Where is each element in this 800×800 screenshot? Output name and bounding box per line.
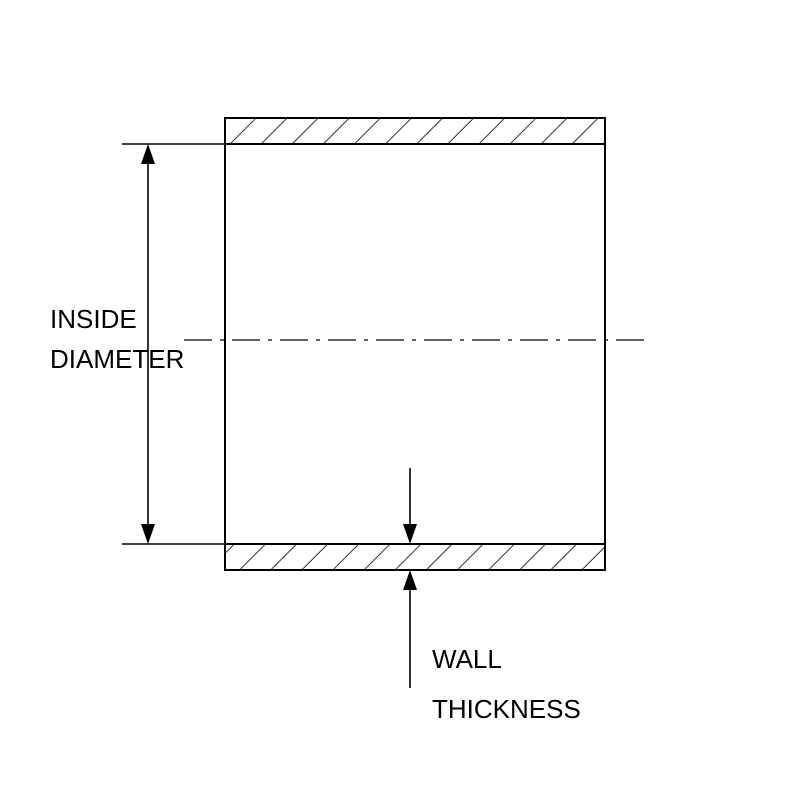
tube-cross-section-diagram: INSIDE DIAMETER WALL THICKNESS xyxy=(0,0,800,800)
inside-diameter-label-line1: INSIDE xyxy=(50,304,137,334)
tube-body xyxy=(225,118,605,570)
wall-thickness-dimension xyxy=(403,468,417,688)
inside-diameter-label-line2: DIAMETER xyxy=(50,344,184,374)
wall-thickness-label-line2: THICKNESS xyxy=(432,694,581,724)
wall-thickness-label-line1: WALL xyxy=(432,644,502,674)
